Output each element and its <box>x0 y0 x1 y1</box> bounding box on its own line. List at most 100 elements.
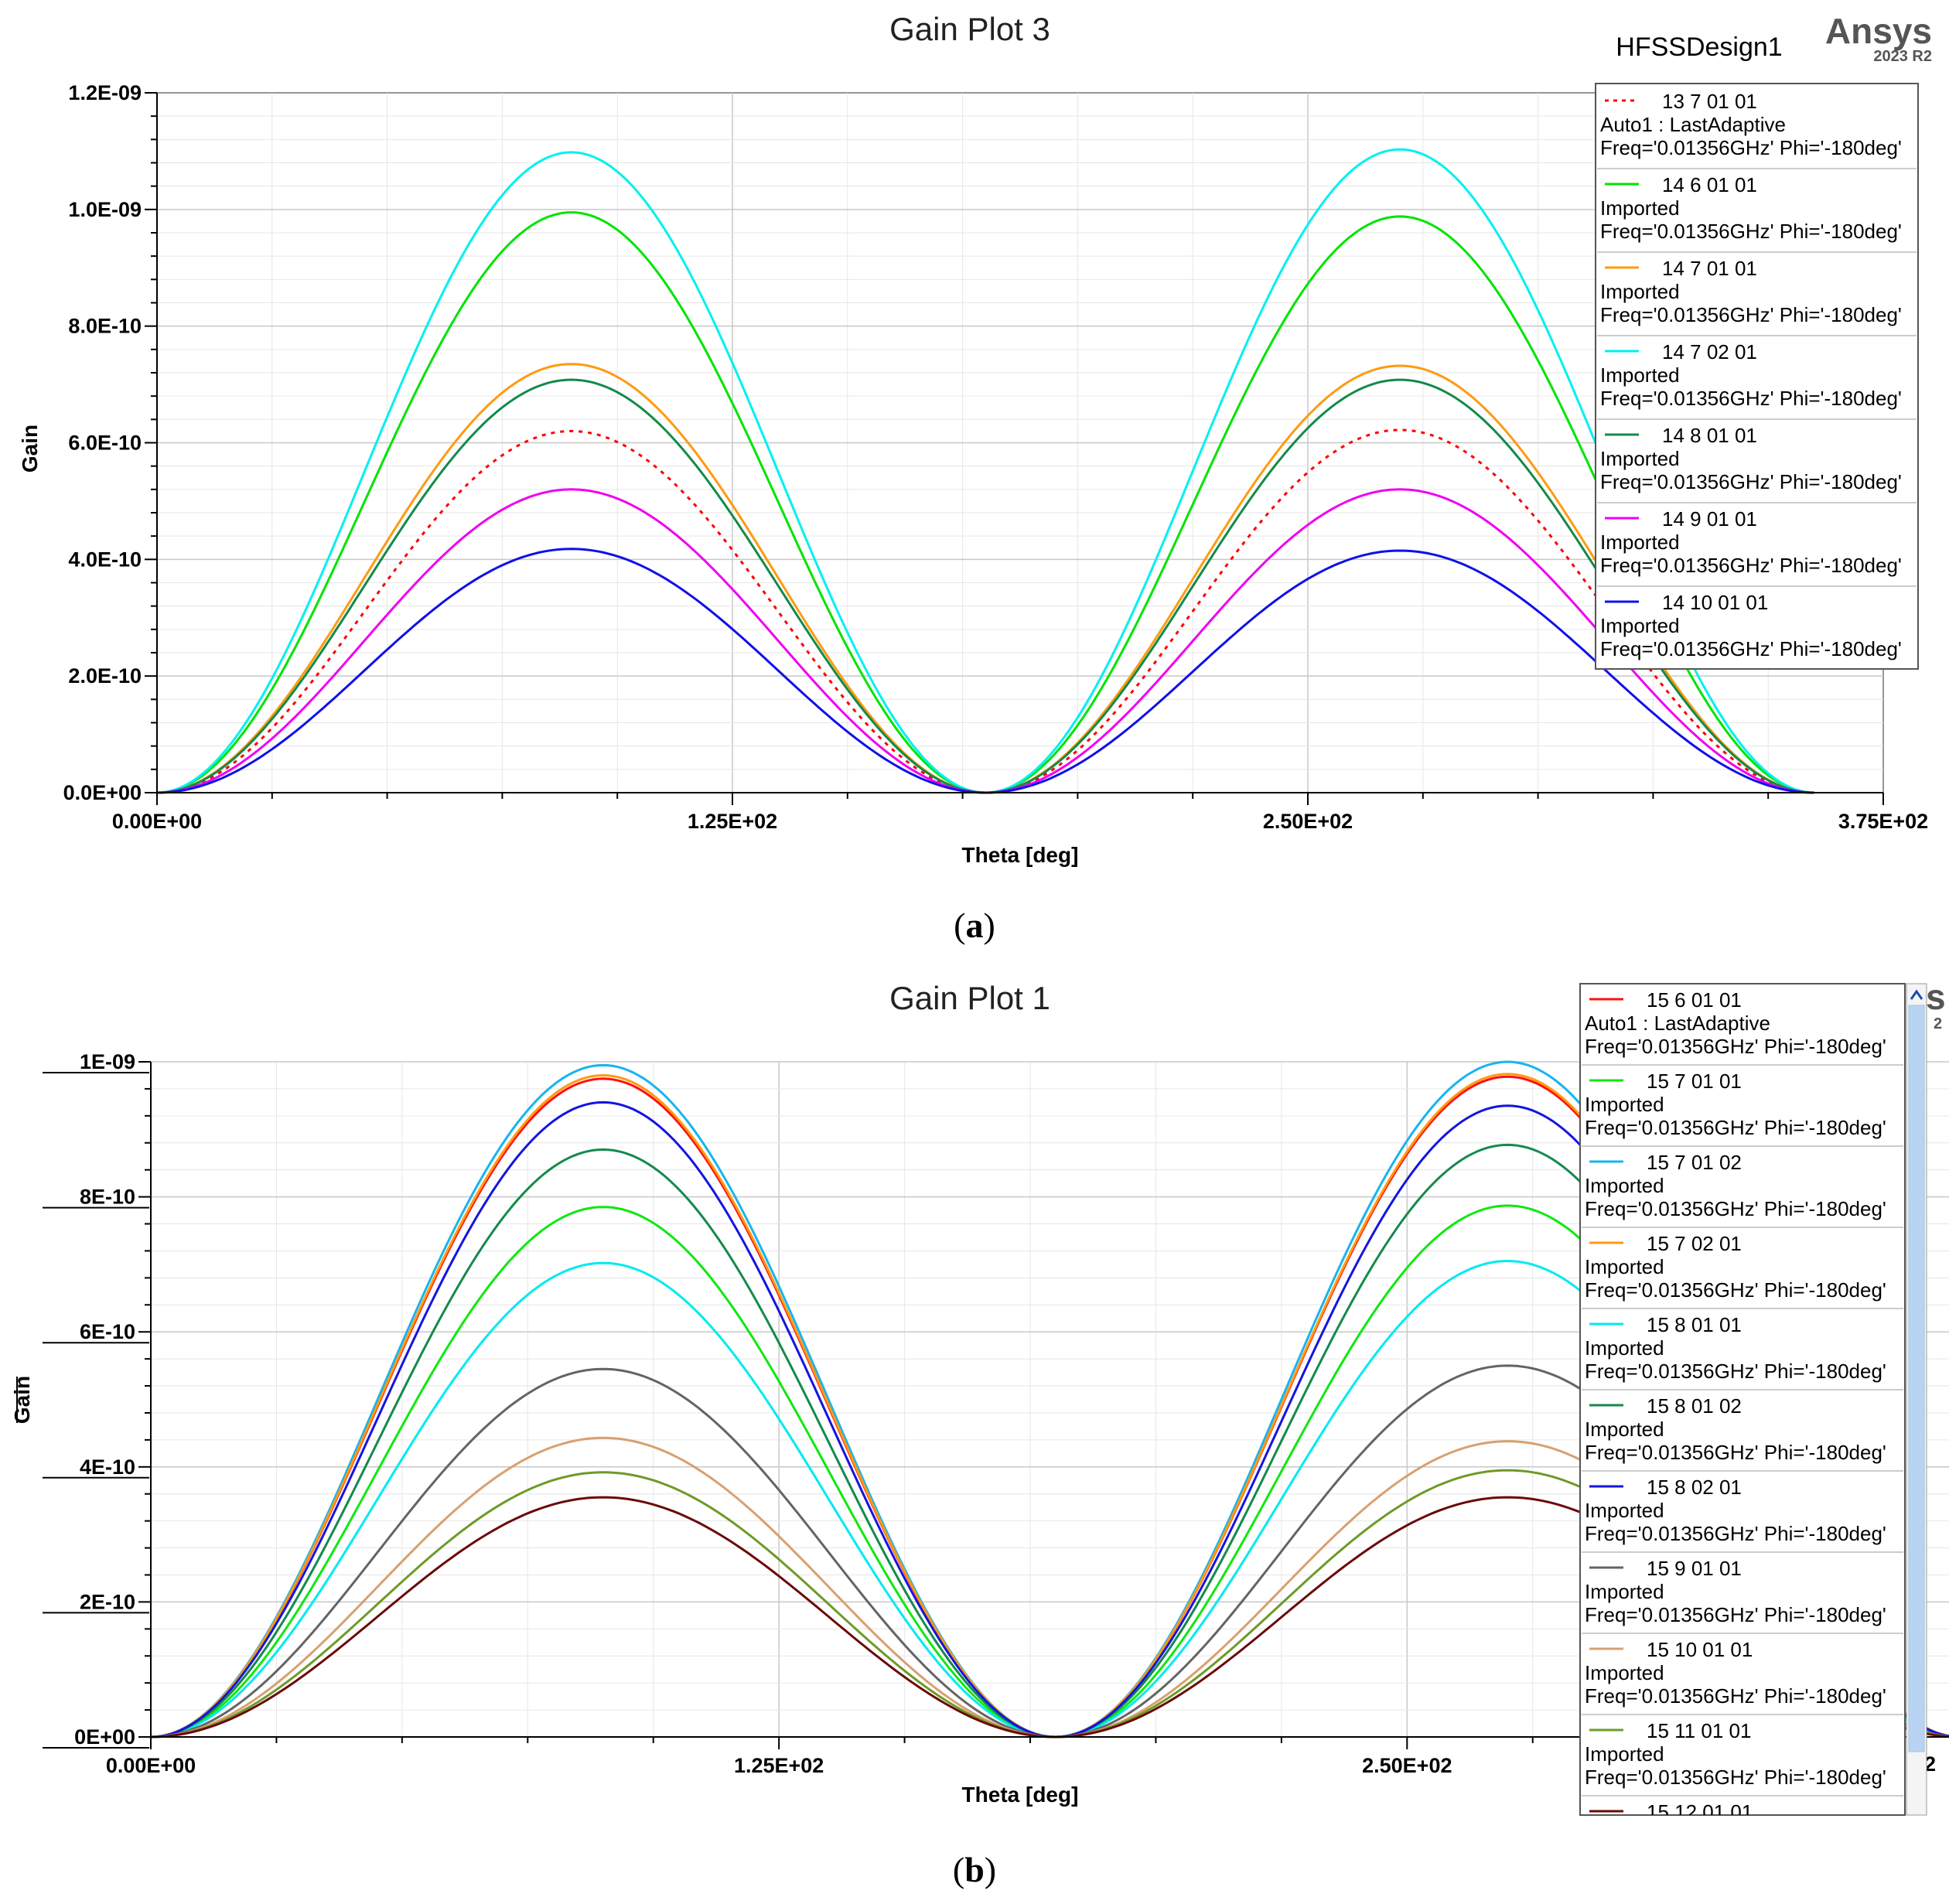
legend-box <box>1595 83 1919 670</box>
legend-series-name: 14 8 01 01 <box>1662 424 1757 447</box>
panel-a-chart: 0.0E+00 2.0E-10 4.0E-10 6.0E-10 8.0E-10 1.0E-… <box>18 11 1932 867</box>
legend-series-condition: Freq='0.01356GHz' Phi='-180deg' <box>1585 1603 1886 1626</box>
legend-series-name: 14 10 01 01 <box>1662 591 1768 614</box>
y-tick-label: 2E-10 <box>80 1590 135 1613</box>
caption-b: (b) <box>953 1850 996 1889</box>
legend-series-condition: Freq='0.01356GHz' Phi='-180deg' <box>1600 387 1902 410</box>
legend-series-source: Imported <box>1585 1661 1664 1684</box>
panel-b-axes: 0E+00 2E-10 4E-10 6E-10 8E-10 1E-09 0.00E+00 1.… <box>43 1050 1949 1777</box>
legend-series-source: Imported <box>1600 196 1680 220</box>
y-tick-label: 8.0E-10 <box>68 315 142 338</box>
legend-series-condition: Freq='0.01356GHz' Phi='-180deg' <box>1600 136 1902 159</box>
legend-series-condition: Freq='0.01356GHz' Phi='-180deg' <box>1600 637 1902 660</box>
panel-a-title: Gain Plot 3 <box>889 11 1050 47</box>
legend-series-condition: Freq='0.01356GHz' Phi='-180deg' <box>1600 220 1902 243</box>
legend-series-name: 15 8 01 02 <box>1647 1394 1742 1418</box>
legend-series-source: Imported <box>1600 531 1680 554</box>
legend-series-name: 14 7 01 01 <box>1662 257 1757 280</box>
y-tick-label: 8E-10 <box>80 1186 135 1209</box>
legend-series-source: Imported <box>1600 280 1680 303</box>
y-tick-label: 0.0E+00 <box>63 781 142 804</box>
legend-series-name: 15 12 01 01 <box>1647 1800 1753 1824</box>
legend-series-condition: Freq='0.01356GHz' Phi='-180deg' <box>1585 1197 1886 1220</box>
legend-series-name: 14 7 02 01 <box>1662 340 1757 363</box>
legend-series-name: 15 9 01 01 <box>1647 1557 1742 1580</box>
legend-series-source: Imported <box>1585 1742 1664 1766</box>
x-tick-label: 1.25E+02 <box>688 810 777 833</box>
x-tick-label: 3.75E+02 <box>1838 810 1928 833</box>
y-tick-label: 6.0E-10 <box>68 432 142 455</box>
legend-series-condition: Freq='0.01356GHz' Phi='-180deg' <box>1585 1360 1886 1383</box>
legend-series-source: Auto1 : LastAdaptive <box>1585 1012 1770 1035</box>
panel-b-y-axis-label: Gain <box>10 1376 34 1424</box>
legend-series-source: Imported <box>1585 1174 1664 1197</box>
panel-a-x-axis-label: Theta [deg] <box>962 843 1079 867</box>
legend-series-name: 15 10 01 01 <box>1647 1638 1753 1661</box>
legend-series-source: Imported <box>1585 1336 1664 1360</box>
clipped-x-tick: 2 <box>1924 1752 1936 1776</box>
y-tick-label: 1.2E-09 <box>68 81 142 104</box>
x-tick-label: 2.50E+02 <box>1263 810 1353 833</box>
legend-series-name: 15 8 01 01 <box>1647 1313 1742 1336</box>
legend-series-condition: Freq='0.01356GHz' Phi='-180deg' <box>1600 470 1902 493</box>
legend-series-name: 15 7 01 02 <box>1647 1151 1742 1174</box>
panel-b-x-axis-label: Theta [deg] <box>962 1783 1079 1807</box>
panel-b-title: Gain Plot 1 <box>889 980 1050 1016</box>
legend-series-source: Imported <box>1600 447 1680 470</box>
legend-series-name: 15 7 02 01 <box>1647 1232 1742 1255</box>
legend-series-condition: Freq='0.01356GHz' Phi='-180deg' <box>1600 303 1902 326</box>
legend-series-name: 15 6 01 01 <box>1647 988 1742 1012</box>
legend-series-condition: Freq='0.01356GHz' Phi='-180deg' <box>1585 1278 1886 1302</box>
y-tick-label: 1E-09 <box>80 1050 135 1073</box>
legend-series-name: 14 9 01 01 <box>1662 507 1757 531</box>
legend-scrollbar-thumb[interactable] <box>1908 1005 1925 1752</box>
legend-series-source: Imported <box>1585 1499 1664 1522</box>
legend-series-name: 15 11 01 01 <box>1647 1719 1751 1742</box>
ansys-version: 2023 R2 <box>1873 48 1932 65</box>
legend-series-condition: Freq='0.01356GHz' Phi='-180deg' <box>1585 1684 1886 1708</box>
legend-series-source: Imported <box>1600 363 1680 387</box>
legend-series-source: Imported <box>1585 1418 1664 1441</box>
legend-series-source: Imported <box>1600 614 1680 637</box>
legend-box <box>1579 983 1906 1816</box>
ansys-logo: Ansys <box>1825 11 1932 51</box>
panel-b-chart: 0E+00 2E-10 4E-10 6E-10 8E-10 1E-09 0.00E+00 1.… <box>10 977 1949 1870</box>
caption-a: (a) <box>954 906 995 945</box>
legend-series-source: Imported <box>1585 1580 1664 1603</box>
legend-series-name: 15 7 01 01 <box>1647 1070 1742 1093</box>
legend-series-source: Imported <box>1585 1824 1664 1847</box>
x-tick-label: 2.50E+02 <box>1362 1754 1452 1777</box>
x-tick-label: 1.25E+02 <box>734 1754 824 1777</box>
scroll-up-arrow-icon[interactable] <box>1910 989 1923 1000</box>
legend-series-condition: Freq='0.01356GHz' Phi='-180deg' <box>1585 1035 1886 1058</box>
x-tick-label: 0.00E+00 <box>106 1754 196 1777</box>
panel-a-y-axis-label: Gain <box>18 425 42 473</box>
panel-a-axes: 0.0E+00 2.0E-10 4.0E-10 6.0E-10 8.0E-10 1.0E-… <box>63 81 1929 833</box>
y-tick-label: 2.0E-10 <box>68 664 142 688</box>
legend-series-source: Imported <box>1585 1255 1664 1278</box>
y-tick-label: 0E+00 <box>74 1725 135 1749</box>
legend-series-name: 15 8 02 01 <box>1647 1476 1742 1499</box>
